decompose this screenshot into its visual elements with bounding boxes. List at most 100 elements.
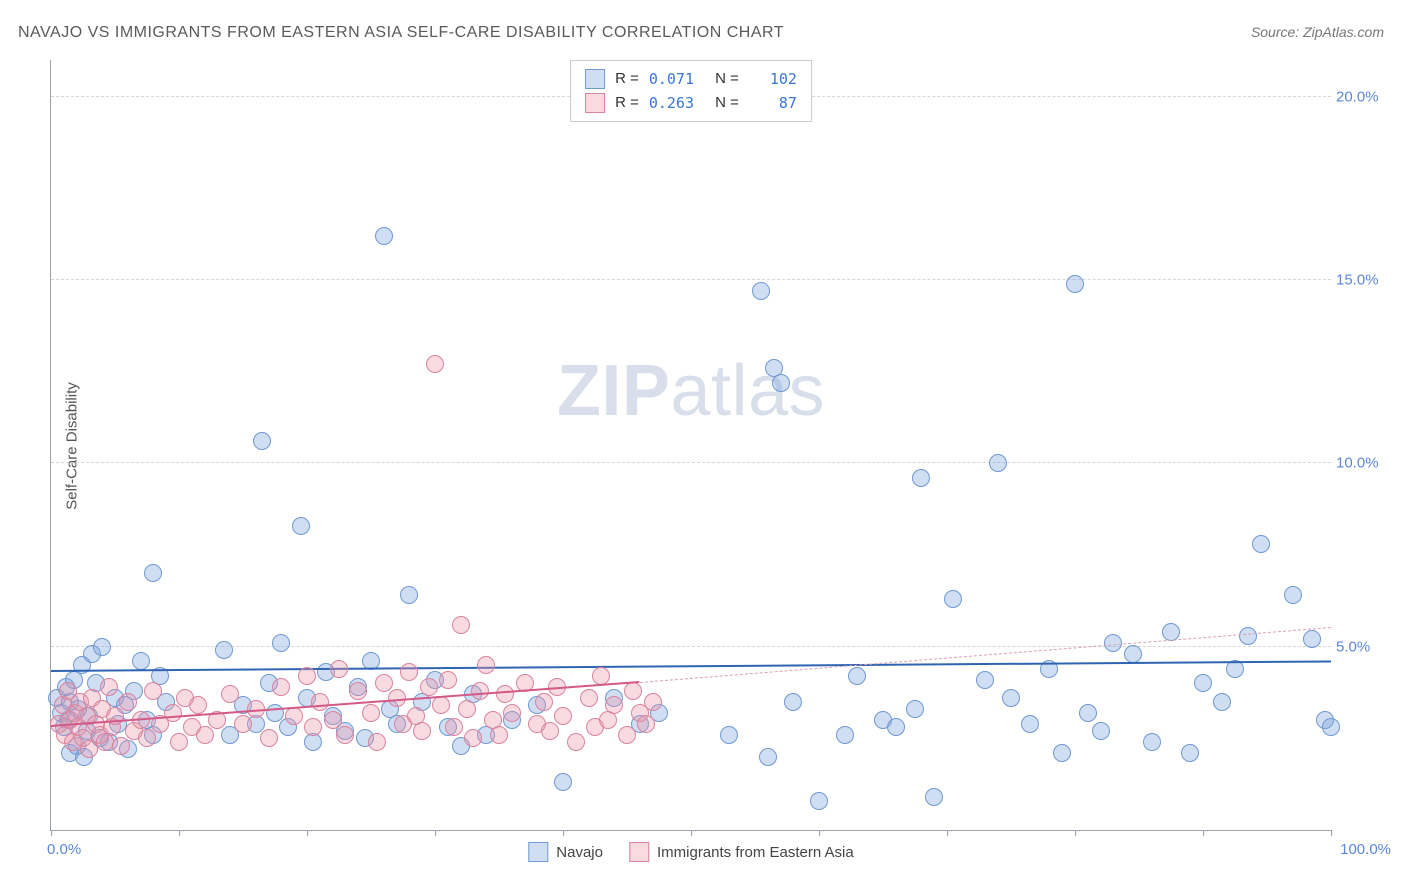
data-point-eastasia [477,656,495,674]
data-point-eastasia [221,685,239,703]
data-point-eastasia [426,355,444,373]
data-point-eastasia [298,667,316,685]
data-point-navajo [1066,275,1084,293]
data-point-eastasia [413,722,431,740]
data-point-eastasia [144,682,162,700]
chart-title: NAVAJO VS IMMIGRANTS FROM EASTERN ASIA S… [18,24,784,42]
data-point-eastasia [445,718,463,736]
n-label: N = [707,91,739,115]
data-point-eastasia [452,616,470,634]
legend-label: Immigrants from Eastern Asia [657,844,854,861]
gridline [51,646,1331,647]
legend-swatch [528,842,548,862]
source-credit: Source: ZipAtlas.com [1251,24,1384,40]
data-point-eastasia [304,718,322,736]
data-point-eastasia [567,733,585,751]
data-point-navajo [1194,674,1212,692]
watermark-text: ZIPatlas [557,350,825,432]
n-value: 87 [749,91,797,115]
data-point-eastasia [541,722,559,740]
gridline [51,462,1331,463]
data-point-eastasia [362,704,380,722]
data-point-eastasia [336,726,354,744]
legend-swatch [629,842,649,862]
data-point-eastasia [311,693,329,711]
x-tick [1203,830,1204,836]
data-point-eastasia [119,693,137,711]
data-point-eastasia [503,704,521,722]
data-point-navajo [1303,630,1321,648]
legend-stat-row: R = 0.263 N = 87 [585,91,797,115]
data-point-eastasia [490,726,508,744]
data-point-eastasia [458,700,476,718]
data-point-eastasia [349,682,367,700]
data-point-eastasia [272,678,290,696]
data-point-navajo [772,374,790,392]
data-point-eastasia [196,726,214,744]
gridline [51,279,1331,280]
x-tick [819,830,820,836]
r-value: 0.071 [649,67,697,91]
trend-line [51,661,1331,673]
data-point-navajo [848,667,866,685]
data-point-navajo [887,718,905,736]
data-point-eastasia [592,667,610,685]
data-point-navajo [1213,693,1231,711]
r-value: 0.263 [649,91,697,115]
data-point-eastasia [100,678,118,696]
data-point-navajo [1092,722,1110,740]
data-point-navajo [554,773,572,791]
x-tick [1075,830,1076,836]
data-point-navajo [836,726,854,744]
data-point-navajo [1053,744,1071,762]
data-point-eastasia [471,682,489,700]
data-point-navajo [1322,718,1340,736]
data-point-eastasia [464,729,482,747]
data-point-eastasia [580,689,598,707]
x-tick [947,830,948,836]
data-point-navajo [759,748,777,766]
x-tick [307,830,308,836]
data-point-navajo [1079,704,1097,722]
legend-swatch [585,93,605,113]
y-tick-label: 20.0% [1336,88,1391,105]
data-point-eastasia [324,711,342,729]
data-point-eastasia [624,682,642,700]
data-point-navajo [292,517,310,535]
x-axis-min-label: 0.0% [47,841,81,858]
x-tick [691,830,692,836]
data-point-eastasia [554,707,572,725]
data-point-navajo [375,227,393,245]
x-tick [1331,830,1332,836]
data-point-eastasia [164,704,182,722]
data-point-navajo [93,638,111,656]
data-point-navajo [1124,645,1142,663]
data-point-eastasia [368,733,386,751]
data-point-navajo [1252,535,1270,553]
data-point-eastasia [330,660,348,678]
data-point-eastasia [644,693,662,711]
data-point-navajo [906,700,924,718]
data-point-navajo [1284,586,1302,604]
data-point-navajo [400,586,418,604]
data-point-eastasia [605,696,623,714]
data-point-eastasia [439,671,457,689]
data-point-navajo [720,726,738,744]
data-point-navajo [1239,627,1257,645]
legend-item: Navajo [528,842,603,862]
y-tick-label: 15.0% [1336,272,1391,289]
series-legend: Navajo Immigrants from Eastern Asia [528,842,853,862]
data-point-navajo [912,469,930,487]
scatter-plot-area: ZIPatlas R = 0.071 N = 102R = 0.263 N = … [50,60,1331,831]
r-label: R = [615,67,639,91]
data-point-eastasia [637,715,655,733]
x-tick [179,830,180,836]
data-point-navajo [944,590,962,608]
data-point-navajo [925,788,943,806]
data-point-eastasia [260,729,278,747]
y-tick-label: 5.0% [1336,638,1391,655]
data-point-navajo [810,792,828,810]
data-point-eastasia [432,696,450,714]
data-point-navajo [1021,715,1039,733]
x-tick [563,830,564,836]
